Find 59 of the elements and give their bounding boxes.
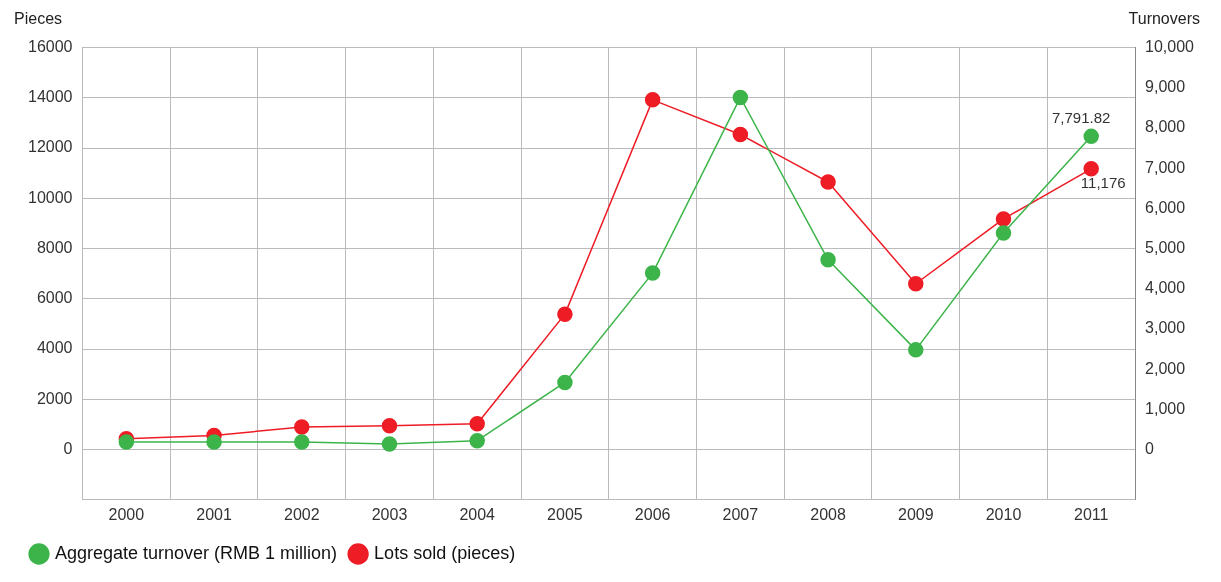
y-tick-label: 4000 <box>36 339 73 357</box>
point <box>908 342 924 358</box>
point <box>1083 161 1099 177</box>
x-tick-label: 2007 <box>722 505 759 523</box>
legend-label: Lots sold (pieces) <box>374 542 516 563</box>
x-tick-label: 2003 <box>371 505 408 523</box>
x-tick-label: 2001 <box>196 505 232 523</box>
point <box>294 419 310 435</box>
y-tick-label: 14000 <box>27 88 73 106</box>
y-tick-label: 6000 <box>36 289 73 307</box>
point <box>644 92 661 108</box>
y2-tick-label: 3,000 <box>1145 319 1186 337</box>
point <box>469 415 485 432</box>
x-tick-label: 2006 <box>634 505 671 523</box>
y2-tick-label: 0 <box>1145 439 1155 457</box>
y2-tick-label: 10,000 <box>1145 38 1195 56</box>
point <box>820 252 836 268</box>
x-tick-label: 2008 <box>810 505 846 523</box>
legend-label: Aggregate turnover (RMB 1 million) <box>55 542 338 563</box>
y2-tick-label: 7,000 <box>1145 158 1186 176</box>
y2-tick-label: 6,000 <box>1145 198 1186 216</box>
y2-axis-title: Turnovers <box>1128 10 1200 28</box>
x-tick-label: 2009 <box>897 505 934 523</box>
y2-tick-label: 5,000 <box>1145 238 1186 256</box>
y-tick-label: 2000 <box>36 389 73 407</box>
y-tick-label: 10000 <box>27 188 73 206</box>
point <box>294 434 310 450</box>
y-tick-label: 12000 <box>27 138 73 156</box>
y2-tick-label: 2,000 <box>1145 359 1186 377</box>
x-tick-label: 2005 <box>547 505 583 523</box>
y2-tick-label: 1,000 <box>1145 399 1186 417</box>
x-tick-label: 2010 <box>985 505 1022 523</box>
x-tick-label: 2011 <box>1074 505 1109 523</box>
point <box>557 374 573 391</box>
point <box>820 174 836 190</box>
y2-tick-label: 8,000 <box>1145 118 1186 136</box>
point <box>206 434 222 450</box>
y-tick-label: 8000 <box>36 238 73 256</box>
y-tick-label: 0 <box>63 439 73 457</box>
data-label: 7,791.82 <box>1052 109 1111 126</box>
point <box>469 432 485 449</box>
data-label: 11,176 <box>1080 174 1126 192</box>
point <box>732 126 749 143</box>
point <box>557 306 573 322</box>
point <box>995 225 1012 241</box>
y2-tick-label: 4,000 <box>1145 279 1186 297</box>
y2-tick-label: 9,000 <box>1145 78 1186 96</box>
x-tick-label: 2000 <box>108 505 145 523</box>
y-axis-title: Pieces <box>14 10 63 28</box>
point <box>1083 128 1099 145</box>
point <box>381 436 398 452</box>
point <box>644 265 661 281</box>
point <box>995 211 1012 227</box>
x-tick-label: 2002 <box>283 505 320 523</box>
point <box>732 89 749 106</box>
x-tick-label: 2004 <box>459 505 496 523</box>
point <box>381 417 398 434</box>
point <box>908 276 924 292</box>
y-tick-label: 16000 <box>27 38 73 56</box>
